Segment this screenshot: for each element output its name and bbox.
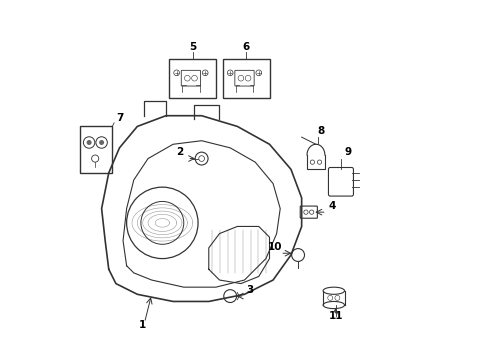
- Circle shape: [99, 140, 104, 145]
- Text: 9: 9: [344, 147, 351, 157]
- Circle shape: [86, 140, 91, 145]
- Text: 11: 11: [327, 311, 342, 321]
- Text: 5: 5: [189, 42, 196, 51]
- Text: 6: 6: [242, 42, 249, 51]
- Text: 3: 3: [246, 284, 253, 294]
- Text: 8: 8: [317, 126, 324, 136]
- Text: 10: 10: [267, 242, 282, 252]
- Text: 2: 2: [176, 147, 183, 157]
- Text: 7: 7: [116, 113, 123, 123]
- Text: 4: 4: [327, 201, 335, 211]
- Text: 1: 1: [139, 320, 146, 330]
